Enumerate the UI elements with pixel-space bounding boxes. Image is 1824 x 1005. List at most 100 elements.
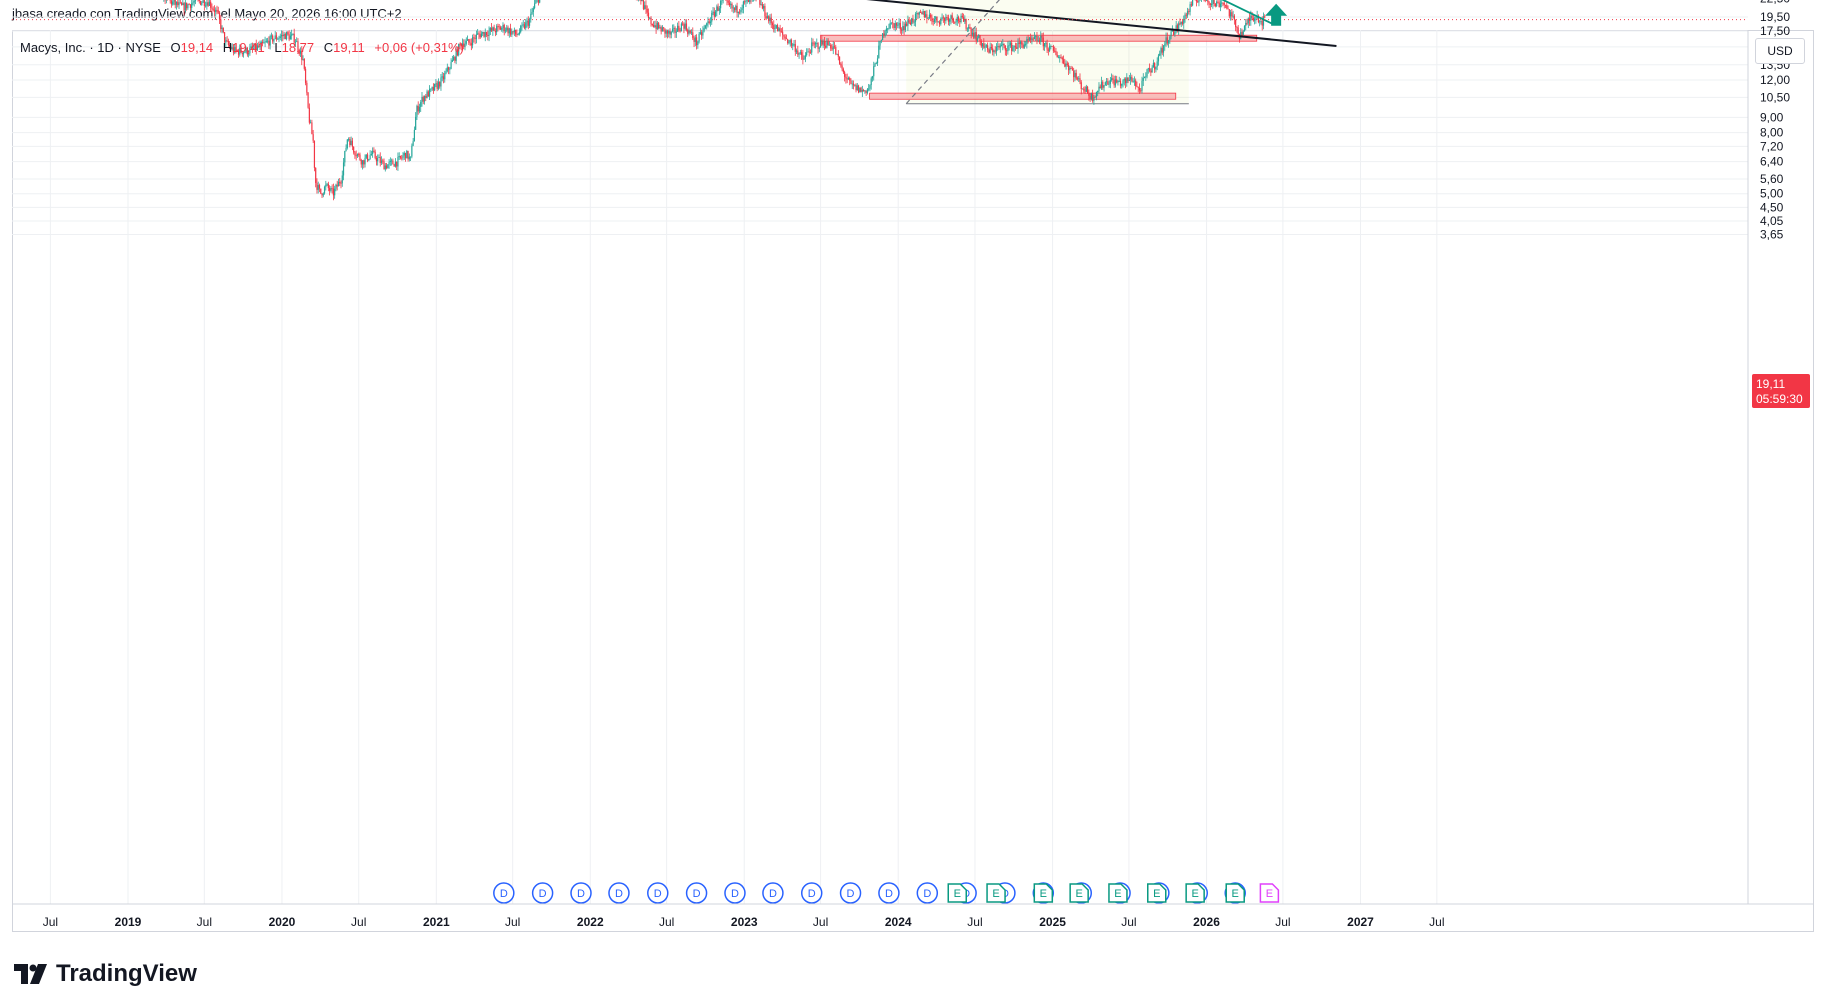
candle-body [1219, 3, 1222, 7]
earnings-marker[interactable]: E [1185, 883, 1205, 903]
candle-body [709, 21, 712, 23]
earnings-marker[interactable]: E [1259, 883, 1280, 903]
candle-body [413, 129, 415, 142]
candle-body [188, 4, 190, 6]
candle-body [1060, 57, 1062, 58]
candle-body [904, 23, 906, 30]
x-tick-label: 2027 [1347, 915, 1374, 929]
candle-body [957, 17, 960, 21]
candle-body [950, 15, 952, 20]
dividend-marker-circle [878, 882, 900, 904]
dividend-marker-label: D [923, 888, 931, 900]
candle-body [178, 2, 180, 6]
candle-body [498, 26, 500, 28]
candle-body [388, 161, 390, 165]
candle-body [646, 8, 648, 13]
dividend-marker[interactable]: D [531, 882, 554, 904]
candle-body [678, 25, 680, 31]
earnings-marker[interactable]: E [1225, 883, 1245, 903]
candle-body [692, 32, 694, 39]
candle-body [420, 102, 422, 107]
last-price-countdown: 05:59:30 [1756, 392, 1803, 406]
candle-body [273, 38, 275, 42]
candle-body [460, 44, 462, 46]
earnings-marker[interactable]: E [986, 883, 1006, 903]
candle-body [1237, 27, 1239, 34]
dividend-marker[interactable]: D [647, 882, 669, 904]
candle-body [980, 41, 982, 47]
candle-body [516, 34, 518, 36]
dividend-marker[interactable]: D [762, 882, 784, 904]
dividend-marker[interactable]: D [608, 882, 630, 904]
dividend-marker[interactable]: D [839, 882, 862, 904]
earnings-marker[interactable]: E [947, 883, 968, 903]
earnings-marker-label: E [1232, 888, 1239, 900]
y-tick-label: 4,50 [1760, 200, 1784, 214]
candle-body [340, 183, 342, 184]
candle-body [983, 43, 985, 48]
dividend-marker[interactable]: D [916, 882, 939, 904]
candle-body [293, 33, 295, 43]
earnings-marker[interactable]: E [1069, 883, 1089, 903]
candle-body [199, 0, 202, 5]
dividend-marker[interactable]: D [724, 882, 746, 904]
candle-body [394, 161, 397, 167]
candle-body [971, 32, 974, 35]
event-markers[interactable]: DDDDDDDDDDDDDDDDDDDDEEEEEEEEE [493, 882, 1280, 904]
candle-body [512, 31, 514, 33]
tradingview-logo[interactable]: TradingView [14, 960, 197, 988]
price-chart[interactable]: DDDDDDDDDDDDDDDDDDDDEEEEEEEEE 52,5046,50… [0, 0, 1824, 945]
candle-body [706, 23, 708, 26]
candle-body [513, 29, 515, 33]
candle-body [1016, 47, 1018, 49]
earnings-marker[interactable]: E [1108, 883, 1128, 903]
candle-body [669, 31, 671, 35]
dividend-marker[interactable]: D [493, 882, 515, 904]
candle-body [695, 37, 698, 46]
candle-body [463, 43, 465, 47]
candle-body [974, 32, 976, 38]
last-price-bg [1752, 374, 1810, 408]
candle-body [1205, 0, 1208, 1]
candle-body [779, 28, 781, 32]
candle-body [1145, 76, 1147, 78]
symbol-name[interactable]: Macys, Inc. · 1D · NYSE [20, 40, 161, 55]
candle-body [1055, 51, 1057, 55]
candle-body [817, 43, 819, 49]
candle-body [288, 34, 290, 40]
candle-body [263, 42, 265, 44]
candle-body [232, 47, 235, 53]
candle-body [194, 0, 197, 1]
candle-body [1248, 18, 1251, 21]
tradingview-logo-icon [14, 964, 47, 984]
candle-body [1133, 80, 1136, 82]
earnings-marker[interactable]: E [1033, 883, 1054, 903]
candle-body [1119, 80, 1122, 86]
candle-body [795, 50, 798, 52]
candle-body [251, 46, 254, 49]
candle-body [946, 17, 948, 18]
candle-body [1085, 86, 1087, 92]
candle-body [985, 45, 987, 47]
candle-body [936, 16, 938, 22]
candle-body [484, 32, 486, 37]
candle-body [955, 21, 957, 23]
candle-body [782, 31, 784, 35]
dividend-marker[interactable]: D [685, 882, 708, 904]
dividend-marker-label: D [847, 888, 855, 900]
dividend-marker[interactable]: D [878, 882, 900, 904]
candle-body [659, 27, 661, 29]
chart-frame[interactable] [12, 30, 1814, 932]
candle-body [466, 39, 469, 41]
candle-body [668, 31, 670, 34]
currency-selector[interactable]: USD [1755, 38, 1805, 64]
candle-body [358, 154, 360, 155]
earnings-marker[interactable]: E [1147, 883, 1167, 903]
candle-body [1236, 27, 1238, 28]
candle-body [1251, 15, 1253, 18]
dividend-marker[interactable]: D [800, 882, 823, 904]
candle-body [789, 40, 791, 43]
candle-body [201, 2, 203, 5]
dividend-marker[interactable]: D [570, 882, 592, 904]
candle-body [818, 47, 820, 49]
